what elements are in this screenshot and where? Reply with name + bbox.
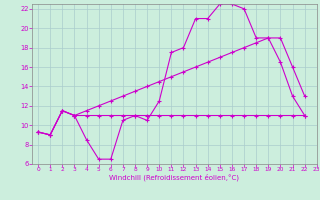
X-axis label: Windchill (Refroidissement éolien,°C): Windchill (Refroidissement éolien,°C) xyxy=(109,174,239,181)
